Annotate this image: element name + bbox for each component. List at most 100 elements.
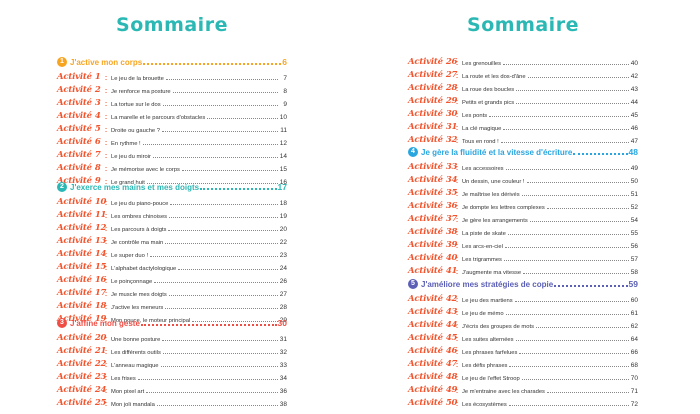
dot-leader (521, 194, 629, 196)
page-number: 47 (630, 138, 638, 145)
activity-prefix: Activité (408, 70, 443, 80)
activity-title: En rythme ! (111, 141, 141, 147)
activity-prefix: Activité (57, 176, 92, 186)
page-number: 20 (279, 226, 287, 233)
page-number: 8 (283, 88, 287, 95)
activity-prefix: Activité (57, 385, 92, 395)
activity-index: 3 (94, 98, 101, 108)
activity-number: Activité 22 (57, 359, 106, 369)
page-number: 43 (630, 86, 638, 93)
activity-index: 44 (445, 320, 458, 330)
activity-title: Une bonne posture (111, 337, 161, 343)
section-heading: 1 J'active mon corps 6 (57, 55, 287, 67)
activity-number: Activité 47 (408, 359, 457, 369)
activity-title: La clé magique (462, 126, 502, 132)
dot-leader (523, 272, 629, 274)
toc-entry: Activité 1: Le jeu de la brouette 7 (57, 70, 287, 82)
activity-index: 8 (94, 163, 101, 173)
activity-title: Un dessin, une couleur ! (462, 179, 525, 185)
page-number: 72 (630, 401, 638, 408)
toc-entry: Activité 3: La tortue sur le dos 9 (57, 96, 287, 108)
section-page-number: 48 (628, 147, 638, 157)
activity-title: Le jeu de mémo (462, 311, 504, 317)
activity-number: Activité 37 (408, 214, 457, 224)
toc-entry: Activité 50: Les écosystèmes 72 (408, 396, 638, 408)
separator: : (455, 204, 459, 211)
toc-entry: Activité 16: Le poinçonnage 26 (57, 273, 287, 285)
activity-prefix: Activité (57, 249, 92, 259)
page-number: 62 (630, 323, 638, 330)
toc-entry: Activité 5: Droite ou gauche ? 11 (57, 122, 287, 134)
activity-prefix: Activité (57, 314, 92, 324)
activity-prefix: Activité (408, 385, 443, 395)
dot-leader (536, 326, 629, 328)
dot-leader (529, 220, 629, 222)
dot-leader (516, 89, 629, 91)
dot-leader (554, 284, 628, 287)
activity-number: Activité 15 (57, 262, 106, 272)
page-number: 23 (279, 252, 287, 259)
activity-number: Activité 44 (408, 320, 457, 330)
activity-title: Le jeu des martiens (462, 298, 513, 304)
dot-leader (152, 156, 278, 158)
activity-prefix: Activité (57, 372, 92, 382)
activity-title: Je maîtrise les dérivés (462, 192, 520, 198)
page-number: 10 (279, 114, 287, 121)
activity-prefix: Activité (408, 266, 443, 276)
activity-title: Je renforce ma posture (111, 89, 171, 95)
activity-prefix: Activité (57, 333, 92, 343)
activity-title: Les trigrammes (462, 257, 502, 263)
separator: : (104, 140, 108, 147)
dot-leader (137, 378, 278, 380)
activity-number: Activité 18 (57, 301, 106, 311)
separator: : (455, 138, 459, 145)
activity-index: 25 (94, 398, 107, 408)
dot-leader (181, 169, 278, 171)
toc-entry: Activité 7: Le jeu du miroir 14 (57, 148, 287, 160)
dot-leader (507, 233, 629, 235)
activity-title: Les ponts (462, 113, 488, 119)
activity-number: Activité 46 (408, 346, 457, 356)
page-number: 7 (283, 75, 287, 82)
activity-prefix: Activité (57, 163, 92, 173)
dot-leader (519, 352, 629, 354)
activity-title: Le super duo ! (111, 253, 149, 259)
page-number: 46 (630, 125, 638, 132)
toc-entry: Activité 38: La piste de skate 55 (408, 225, 638, 237)
toc-entry: Activité 17: Je muscle mes doigts 27 (57, 286, 287, 298)
dot-leader (505, 313, 629, 315)
page-number: 18 (279, 200, 287, 207)
dot-leader (503, 128, 629, 130)
page-number: 51 (630, 191, 638, 198)
activity-number: Activité 32 (408, 135, 457, 145)
activity-index: 22 (94, 359, 107, 369)
activity-number: Activité 1 (57, 72, 101, 82)
separator: : (455, 336, 459, 343)
dot-leader (200, 187, 277, 190)
section-page-number: 6 (282, 57, 287, 67)
separator: : (104, 336, 108, 343)
separator: : (455, 217, 459, 224)
activity-prefix: Activité (408, 294, 443, 304)
section-number-badge: 4 (408, 147, 418, 157)
dot-leader (546, 207, 629, 209)
page-number: 49 (630, 165, 638, 172)
activity-title: Les défis phrases (462, 363, 508, 369)
dot-leader (172, 91, 278, 93)
section-number-badge: 5 (408, 279, 418, 289)
separator: : (104, 362, 108, 369)
activity-index: 46 (445, 346, 458, 356)
toc-entry: Activité 44: J'écris des groupes de mots 62 (408, 318, 638, 330)
activity-number: Activité 19 (57, 314, 106, 324)
activity-index: 6 (94, 137, 101, 147)
activity-index: 45 (445, 333, 458, 343)
toc-entry: Activité 24: Mon pixel art 36 (57, 383, 287, 395)
toc-entry: Activité 26: Les grenouilles 40 (408, 55, 638, 67)
page-number: 44 (630, 99, 638, 106)
dot-leader (573, 152, 628, 155)
page-number: 66 (630, 349, 638, 356)
activity-index: 21 (94, 346, 107, 356)
dot-leader (508, 404, 629, 406)
toc-entry: Activité 11: Les ombres chinoises 19 (57, 208, 287, 220)
activity-index: 36 (445, 201, 458, 211)
